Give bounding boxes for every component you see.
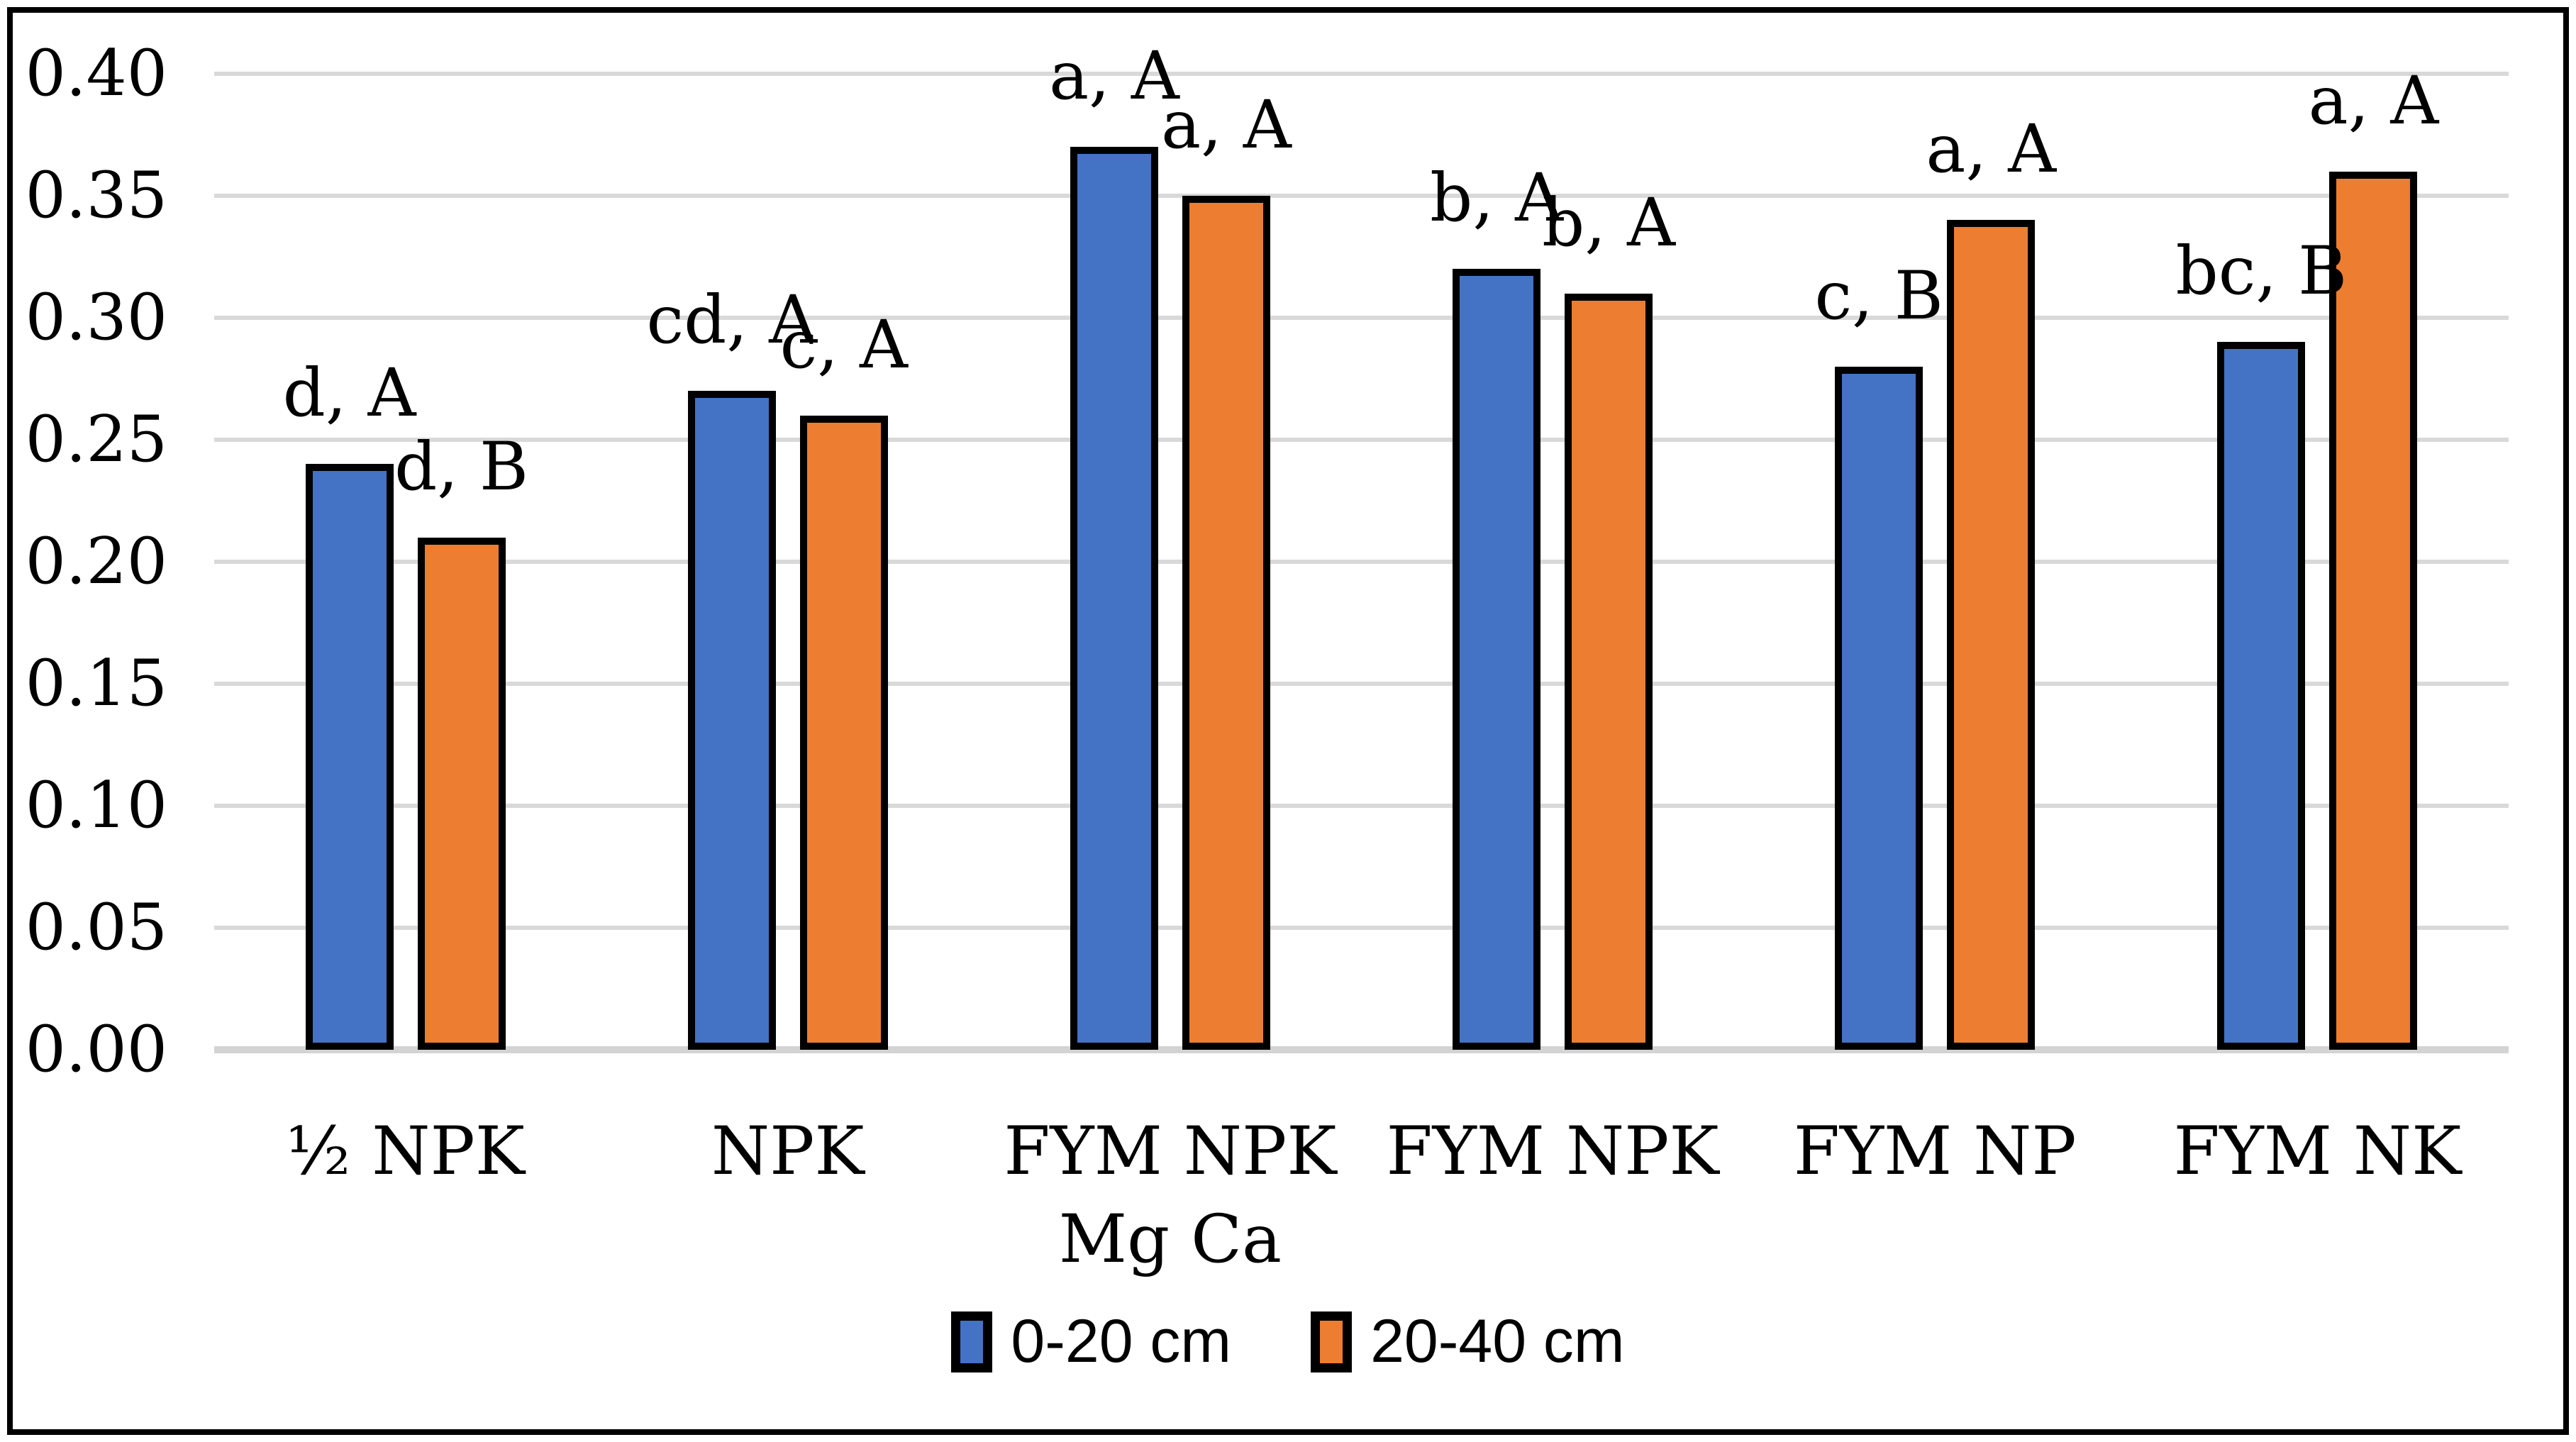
y-tick-label: 0.40 <box>25 36 167 111</box>
y-tick-label: 0.05 <box>25 890 167 965</box>
legend-marker-series1 <box>1311 1311 1353 1372</box>
y-tick-label: 0.20 <box>25 524 167 599</box>
y-tick-label: 0.25 <box>25 402 167 477</box>
bar-series0-cat0 <box>305 464 394 1050</box>
gridline-0.00 <box>214 1046 2509 1053</box>
gridline-0.40 <box>214 72 2509 76</box>
bar-series0-cat2 <box>1070 147 1158 1050</box>
bar-annotation-series0-cat4: c, B <box>1814 257 1943 335</box>
bar-series0-cat5 <box>2217 342 2306 1050</box>
bar-series0-cat3 <box>1453 269 1541 1050</box>
gridline-0.20 <box>214 560 2509 564</box>
bar-series0-cat1 <box>687 391 776 1050</box>
bar-series1-cat0 <box>417 537 506 1050</box>
category-label-1: NPK <box>596 1108 979 1196</box>
gridline-0.25 <box>214 438 2509 442</box>
gridline-0.30 <box>214 316 2509 320</box>
bar-annotation-series1-cat2: a, A <box>1161 87 1292 164</box>
legend-item-series1: 20-40 cm <box>1311 1307 1625 1377</box>
category-label-text: ½ NPK <box>286 1113 525 1190</box>
bar-series1-cat1 <box>799 415 888 1050</box>
legend-marker-series0 <box>951 1311 993 1372</box>
legend-label: 0-20 cm <box>1011 1307 1232 1375</box>
bar-series1-cat4 <box>1947 220 2036 1050</box>
category-label-text: FYM NP <box>1793 1113 2077 1190</box>
bar-annotation-series0-cat3: b, A <box>1430 160 1563 238</box>
category-label-4: FYM NP <box>1744 1108 2126 1196</box>
category-label-text: NPK <box>711 1113 865 1190</box>
gridline-0.10 <box>214 804 2509 808</box>
bar-annotation-series1-cat1: c, A <box>779 306 908 384</box>
y-tick-label: 0.15 <box>25 646 167 721</box>
y-tick-label: 0.30 <box>25 280 167 355</box>
bar-series0-cat4 <box>1835 366 1923 1050</box>
legend-label: 20-40 cm <box>1370 1307 1625 1375</box>
category-label-2: FYM NPK Mg Ca <box>979 1108 1361 1284</box>
y-tick-label: 0.00 <box>25 1012 167 1087</box>
category-label-text: FYM NPK <box>1386 1113 1719 1190</box>
y-tick-label: 0.35 <box>25 158 167 233</box>
category-label-text: FYM NPK <box>1004 1113 1337 1190</box>
bar-annotation-series0-cat5: bc, B <box>2175 233 2348 311</box>
bar-annotation-series1-cat0: d, B <box>394 428 529 506</box>
chart-outer-border <box>7 7 2569 1435</box>
legend: 0-20 cm 20-40 cm <box>0 1307 2576 1377</box>
bar-series1-cat5 <box>2329 171 2418 1050</box>
gridline-0.35 <box>214 194 2509 198</box>
gridline-0.15 <box>214 682 2509 686</box>
legend-item-series0: 0-20 cm <box>951 1307 1231 1377</box>
bar-annotation-series0-cat1: cd, A <box>646 282 817 360</box>
category-label-text: FYM NK <box>2173 1113 2462 1190</box>
category-label-3: FYM NPK <box>1362 1108 1744 1196</box>
category-label-0: ½ NPK <box>214 1108 596 1196</box>
bar-annotation-series0-cat2: a, A <box>1049 38 1179 116</box>
bar-series1-cat3 <box>1565 293 1653 1050</box>
bar-annotation-series1-cat4: a, A <box>1926 111 2057 189</box>
category-sublabel-text: Mg Ca <box>1058 1201 1282 1278</box>
category-label-5: FYM NK <box>2126 1108 2509 1196</box>
bar-annotation-series1-cat5: a, A <box>2308 62 2439 140</box>
bar-annotation-series0-cat0: d, A <box>282 355 416 433</box>
y-tick-label: 0.10 <box>25 768 167 843</box>
bar-series1-cat2 <box>1182 196 1270 1050</box>
gridline-0.05 <box>214 926 2509 930</box>
bar-annotation-series1-cat3: b, A <box>1542 184 1675 262</box>
